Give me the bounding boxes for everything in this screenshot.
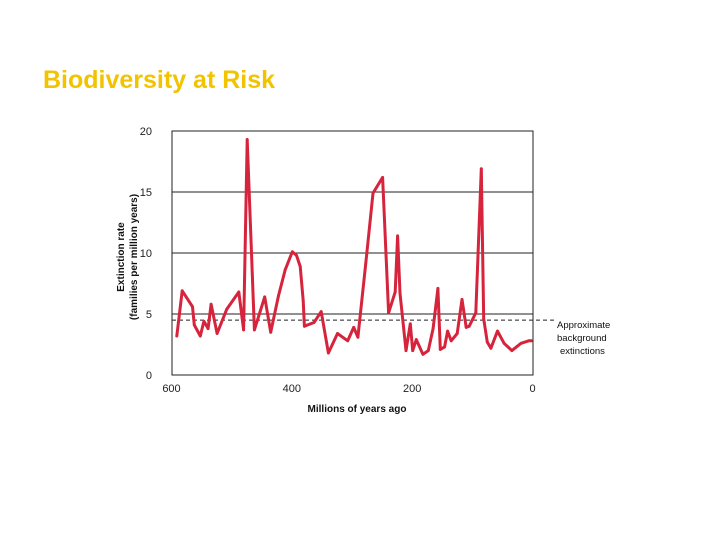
data-point — [242, 328, 246, 332]
data-point — [485, 340, 489, 344]
data-point — [482, 317, 486, 321]
reference-label-line2: background — [557, 333, 607, 344]
data-point — [431, 327, 435, 330]
data-point — [352, 326, 356, 329]
data-point — [312, 321, 316, 324]
data-point — [460, 298, 464, 301]
data-point — [474, 311, 478, 315]
extinction-rate-series-line — [175, 138, 533, 356]
y-tick-label: 15 — [140, 187, 152, 199]
data-point — [237, 290, 241, 294]
y-axis-label-line1: Extinction rate — [116, 222, 127, 292]
gridlines — [172, 191, 533, 315]
x-tick-label: 400 — [283, 383, 301, 395]
data-point — [295, 254, 298, 257]
data-point — [209, 302, 213, 306]
data-point — [398, 291, 402, 295]
data-point — [479, 167, 483, 171]
y-axis-label-line2: (families per million years) — [129, 194, 140, 320]
data-point — [290, 250, 294, 254]
data-point — [180, 289, 184, 293]
data-point — [303, 324, 306, 328]
data-point — [449, 339, 453, 343]
data-point — [319, 310, 323, 313]
y-tick-label: 10 — [140, 248, 152, 260]
data-point — [253, 328, 256, 332]
x-tick-label: 0 — [529, 383, 535, 395]
data-point — [301, 299, 305, 302]
data-point — [519, 341, 523, 345]
x-tick-label: 200 — [403, 383, 421, 395]
data-point — [489, 346, 493, 350]
data-point — [414, 338, 418, 341]
data-point — [198, 334, 202, 338]
data-point — [381, 176, 384, 179]
data-point — [245, 138, 249, 141]
data-point — [527, 339, 531, 343]
y-tick-label: 5 — [146, 309, 152, 321]
reference-label-line3: extinctions — [560, 346, 605, 357]
data-point — [510, 349, 514, 352]
data-point — [277, 294, 280, 298]
data-point — [206, 327, 210, 330]
data-point — [263, 295, 267, 299]
data-point — [404, 349, 408, 352]
x-tick-label: 600 — [162, 383, 180, 395]
data-point — [387, 311, 390, 315]
data-point — [215, 332, 219, 335]
data-point — [346, 339, 350, 343]
data-point — [371, 191, 375, 195]
data-point — [496, 329, 499, 333]
data-point — [192, 323, 196, 327]
data-point — [298, 265, 302, 268]
data-point — [327, 351, 330, 355]
data-point — [502, 341, 506, 345]
data-point — [464, 326, 468, 329]
data-point — [411, 349, 415, 352]
data-point — [426, 349, 430, 352]
data-point — [356, 335, 360, 339]
plot-frame — [171, 130, 534, 376]
y-tick-labels: 0 5 10 15 20 — [140, 126, 152, 382]
x-axis-label: Millions of years ago — [308, 404, 407, 415]
extinction-rate-data-points — [175, 138, 533, 356]
data-point — [336, 332, 339, 335]
data-point — [467, 324, 471, 328]
data-point — [393, 290, 397, 294]
data-point — [225, 307, 229, 311]
data-point — [175, 334, 179, 338]
data-point — [529, 339, 533, 343]
data-point — [408, 322, 412, 326]
data-point — [455, 332, 459, 335]
y-tick-label: 20 — [140, 126, 152, 138]
x-tick-labels: 600 400 200 0 — [162, 383, 535, 395]
data-point — [421, 352, 425, 356]
reference-label-line1: Approximate — [557, 320, 610, 331]
data-point — [202, 319, 206, 323]
data-point — [364, 262, 368, 266]
data-point — [443, 345, 446, 349]
slide-title: Biodiversity at Risk — [43, 66, 276, 94]
data-point — [283, 268, 287, 272]
data-point — [446, 329, 449, 333]
data-point — [436, 287, 440, 290]
data-point — [269, 330, 273, 334]
data-point — [396, 234, 399, 238]
data-point — [438, 348, 442, 351]
data-point — [191, 305, 194, 309]
y-tick-label: 0 — [146, 370, 152, 382]
